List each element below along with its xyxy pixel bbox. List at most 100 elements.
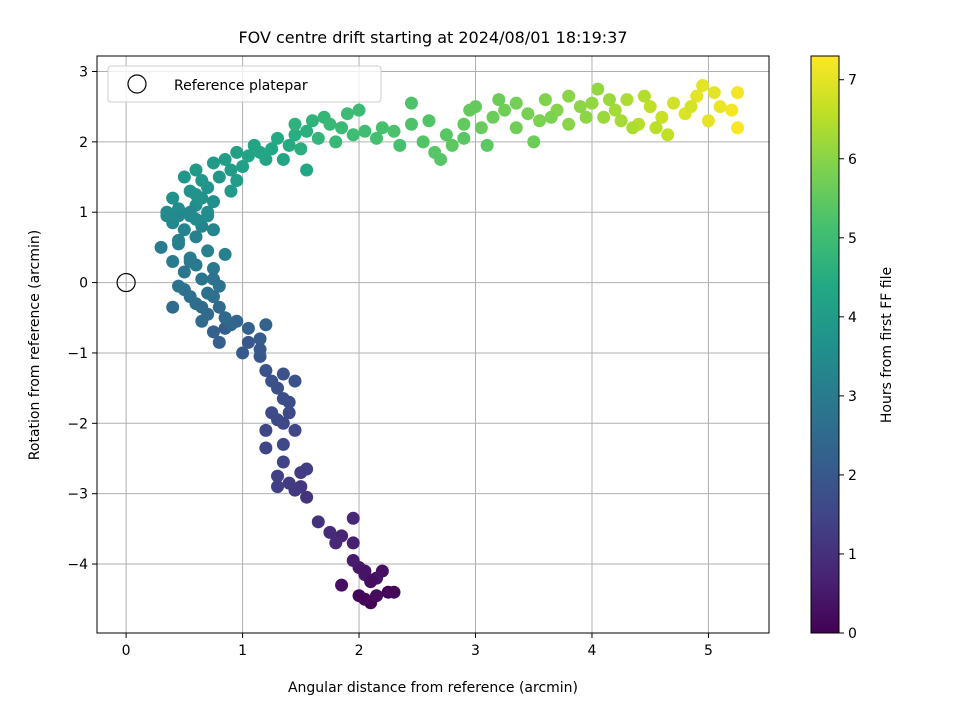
data-point [253, 342, 267, 356]
data-point [218, 152, 232, 166]
data-point [230, 145, 244, 159]
colorbar-tick-label: 7 [848, 73, 857, 89]
data-point [602, 93, 616, 107]
data-point [620, 93, 634, 107]
data-point [509, 96, 523, 110]
data-point [265, 374, 279, 388]
y-tick-label: 3 [79, 64, 88, 80]
colorbar-tick-label: 4 [848, 310, 857, 326]
legend-label: Reference platepar [174, 78, 308, 94]
data-point [608, 103, 622, 117]
data-point [201, 205, 215, 219]
data-point [469, 100, 483, 114]
data-point [154, 240, 168, 254]
data-point [271, 413, 285, 427]
colorbar-ticks: 0 1 2 3 4 5 6 7 [839, 73, 857, 642]
data-point [335, 121, 349, 135]
data-point [329, 135, 343, 149]
grid-lines [97, 56, 769, 633]
data-point [434, 152, 448, 166]
data-point [684, 100, 698, 114]
colorbar-tick-label: 5 [848, 231, 857, 247]
data-point [393, 138, 407, 152]
data-point [288, 128, 302, 142]
y-tick-label: −1 [67, 346, 88, 362]
data-point [253, 332, 267, 346]
data-point [300, 462, 314, 476]
data-point [562, 89, 576, 103]
data-point [457, 117, 471, 131]
data-point [486, 110, 500, 124]
y-tick-label: −4 [67, 557, 88, 573]
data-point [195, 174, 209, 188]
data-point [573, 100, 587, 114]
data-point [533, 114, 547, 128]
y-axis: −4 −3 −2 −1 0 1 2 3 [67, 64, 97, 573]
data-point [282, 406, 296, 420]
data-point [276, 367, 290, 381]
y-tick-label: 1 [79, 205, 88, 221]
data-point [352, 589, 366, 603]
data-point [690, 89, 704, 103]
data-point [329, 536, 343, 550]
data-points [154, 79, 745, 610]
data-point [375, 121, 389, 135]
data-point [387, 585, 401, 599]
data-point [579, 110, 593, 124]
data-point [637, 89, 651, 103]
data-point [259, 423, 273, 437]
data-point [323, 525, 337, 539]
data-point [404, 117, 418, 131]
colorbar-gradient [810, 55, 840, 634]
data-point [195, 191, 209, 205]
data-point [346, 536, 360, 550]
data-point [300, 163, 314, 177]
data-point [492, 93, 506, 107]
data-point [509, 121, 523, 135]
x-tick-label: 2 [355, 643, 364, 659]
data-point [189, 212, 203, 226]
data-point [346, 128, 360, 142]
data-point [364, 575, 378, 589]
data-point [195, 314, 209, 328]
data-point [236, 346, 250, 360]
data-point [340, 107, 354, 121]
data-point [201, 244, 215, 258]
y-tick-label: 0 [79, 276, 88, 292]
data-point [597, 110, 611, 124]
data-point [655, 110, 669, 124]
data-point [404, 96, 418, 110]
data-point [591, 82, 605, 96]
data-point [276, 437, 290, 451]
data-point [311, 131, 325, 145]
data-point [218, 247, 232, 261]
chart-title: FOV centre drift starting at 2024/08/01 … [238, 28, 627, 47]
data-point [288, 374, 302, 388]
data-point [265, 142, 279, 156]
colorbar-tick-label: 0 [848, 626, 857, 642]
data-point [206, 156, 220, 170]
legend-box [107, 65, 382, 103]
data-point [212, 170, 226, 184]
colorbar-tick-label: 1 [848, 547, 857, 563]
data-point [300, 124, 314, 138]
data-point [271, 131, 285, 145]
data-point [725, 103, 739, 117]
colorbar-tick-label: 3 [848, 389, 857, 405]
legend-marker [127, 74, 147, 94]
data-point [206, 262, 220, 276]
data-point [422, 114, 436, 128]
data-point [259, 318, 273, 332]
data-point [189, 163, 203, 177]
data-point [323, 117, 337, 131]
data-point [544, 110, 558, 124]
data-point [346, 554, 360, 568]
data-point [276, 392, 290, 406]
data-point [271, 480, 285, 494]
data-point [707, 86, 721, 100]
data-point [276, 152, 290, 166]
colorbar-label: Hours from first FF file [879, 267, 895, 423]
x-axis: 0 1 2 3 4 5 [122, 633, 713, 659]
data-point [195, 300, 209, 314]
